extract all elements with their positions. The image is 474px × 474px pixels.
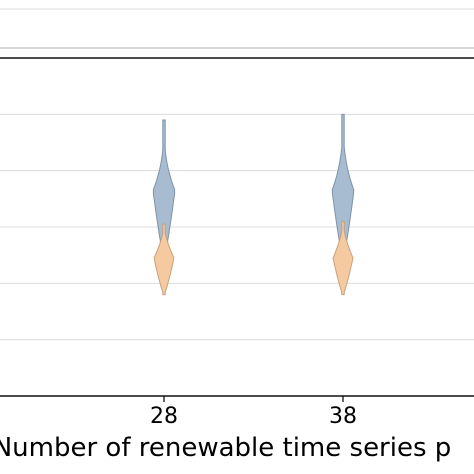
gridlines [0, 113, 474, 341]
x-tick-label-28: 28 [150, 404, 178, 429]
x-tick-label-38: 38 [329, 404, 357, 429]
violin-orange-38 [332, 220, 354, 296]
violins [152, 113, 355, 296]
violin-orange-28 [153, 223, 175, 296]
axes-frame [0, 57, 474, 397]
top-panel [0, 8, 474, 49]
x-axis-title: Number of renewable time series p [0, 433, 451, 463]
x-ticks: 82838 [150, 396, 357, 429]
